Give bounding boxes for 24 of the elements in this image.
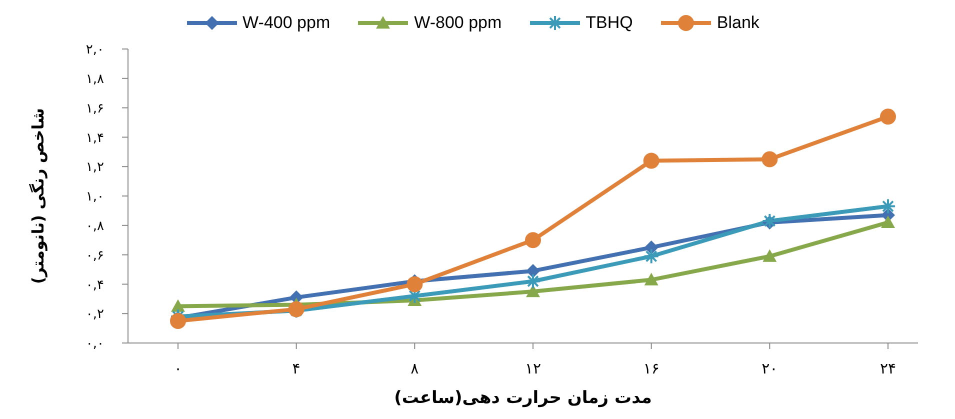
legend-label: W-800 ppm (413, 13, 502, 33)
x-tick-label: ۱۲ (524, 360, 542, 378)
y-tick-label: ۱,۴ (86, 130, 104, 146)
y-tick-label: ۰,۸ (86, 219, 104, 234)
y-tick-label: ۱,۸ (86, 72, 104, 88)
y-tick-label: ۰,۴ (86, 278, 104, 293)
y-tick-label: ۱,۲ (86, 160, 104, 176)
x-tick-label: ۸ (410, 360, 419, 378)
x-tick-label: ۲۴ (880, 360, 896, 378)
x-tick-label: ۰ (174, 360, 182, 378)
x-tick-label: ۲۰ (762, 360, 778, 378)
y-tick-label: ۰,۲ (86, 307, 104, 322)
y-tick-label: ۲,۰ (86, 42, 104, 58)
y-axis-title: شاخص رنگی (نانومتر) (28, 108, 48, 284)
y-tick-label: ۰,۶ (86, 248, 104, 264)
legend-label: W-400 ppm (242, 13, 330, 33)
x-tick-label: ۴ (292, 360, 300, 378)
y-tick-label: ۱,۰ (86, 190, 104, 205)
legend-label: TBHQ (584, 13, 633, 33)
y-tick-label: ۰,۰ (86, 336, 104, 352)
y-tick-label: ۱,۶ (86, 101, 104, 116)
legend-label: Blank (716, 13, 760, 33)
x-axis-title: مدت زمان حرارت دهی(ساعت) (394, 388, 652, 408)
x-tick-label: ۱۶ (643, 360, 660, 378)
